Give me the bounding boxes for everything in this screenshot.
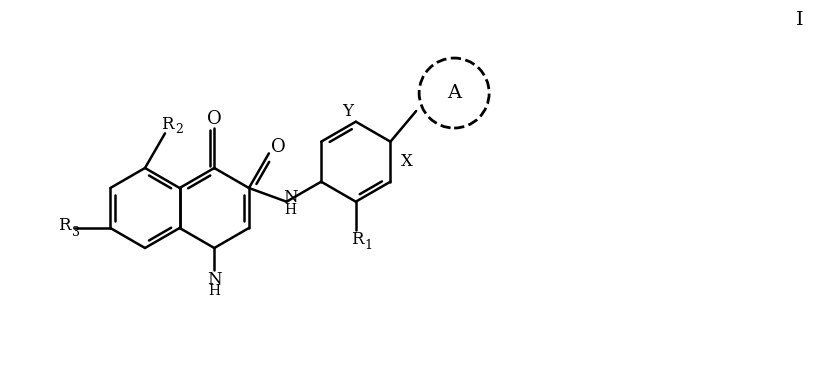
Text: 1: 1 (365, 239, 373, 252)
Text: H: H (208, 284, 220, 298)
Text: H: H (285, 203, 296, 217)
Text: N: N (283, 189, 298, 206)
Text: R: R (161, 116, 173, 133)
Text: A: A (447, 84, 461, 102)
Text: N: N (207, 271, 222, 288)
Text: X: X (400, 153, 412, 170)
Text: I: I (796, 11, 804, 29)
Text: O: O (207, 110, 222, 128)
Text: O: O (271, 138, 285, 156)
Text: 2: 2 (175, 123, 183, 136)
Text: Y: Y (342, 103, 353, 120)
Text: 3: 3 (73, 226, 80, 239)
Text: R: R (351, 231, 364, 248)
Text: R: R (58, 217, 71, 234)
